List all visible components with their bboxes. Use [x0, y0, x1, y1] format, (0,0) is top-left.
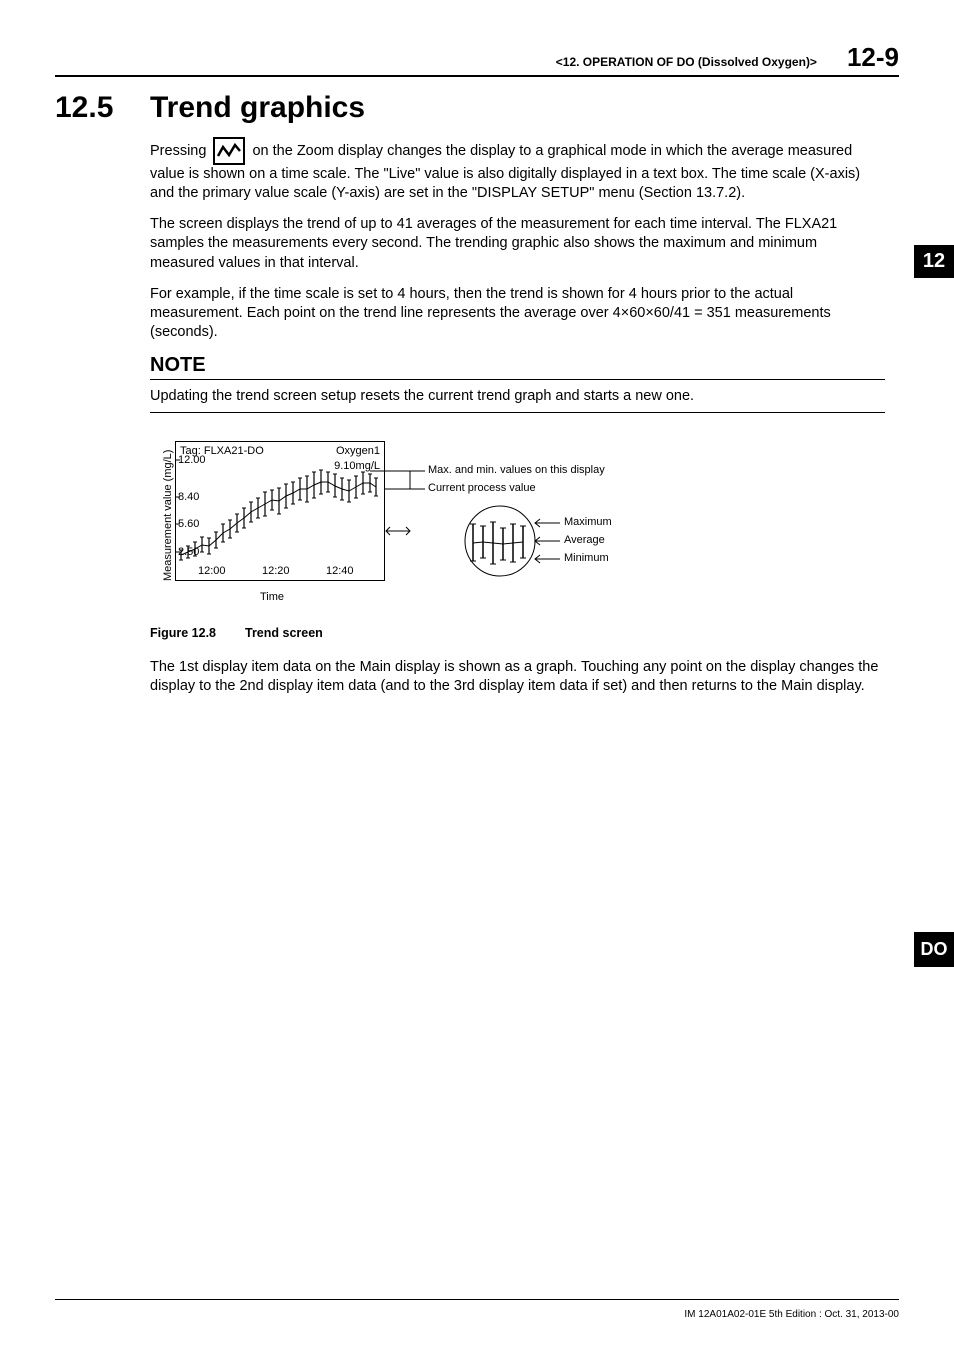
note-heading: NOTE: [150, 354, 885, 380]
side-tab-chapter: 12: [914, 245, 954, 278]
paragraph-4: The 1st display item data on the Main di…: [150, 658, 885, 696]
trend-chart-svg: [176, 442, 386, 582]
section-title: 12.5Trend graphics: [55, 91, 899, 125]
section-number: 12.5: [55, 91, 150, 125]
p1-text-a: Pressing: [150, 143, 210, 159]
x-axis-label: Time: [260, 591, 284, 603]
annot-max: Maximum: [564, 516, 612, 528]
footer-rule: [55, 1299, 899, 1300]
figure-caption-num: Figure 12.8: [150, 626, 245, 640]
side-tab-do: DO: [914, 932, 954, 967]
trend-screen-box: Tag: FLXA21-DO Oxygen1 9.10mg/L 12.008.4…: [175, 441, 385, 581]
p1-text-b: on the Zoom display changes the display …: [150, 143, 860, 201]
xtick: 12:20: [262, 565, 290, 577]
xtick: 12:40: [326, 565, 354, 577]
figure-caption: Figure 12.8Trend screen: [150, 626, 885, 640]
page-number: 12-9: [847, 42, 899, 73]
ytick: 8.40: [178, 491, 199, 503]
ytick: 12.00: [178, 454, 206, 466]
paragraph-1: Pressing on the Zoom display changes the…: [150, 137, 885, 203]
section-title-text: Trend graphics: [150, 91, 365, 124]
zoom-detail-svg: [465, 506, 535, 576]
ytick: 5.60: [178, 518, 199, 530]
header-chapter-label: <12. OPERATION OF DO (Dissolved Oxygen)>: [556, 55, 817, 69]
annot-maxmin: Max. and min. values on this display: [428, 464, 605, 476]
annot-avg: Average: [564, 534, 605, 546]
figure-trend-screen: Measurement value (mg/L) Tag: FLXA21-DO …: [150, 441, 885, 616]
page-header: <12. OPERATION OF DO (Dissolved Oxygen)>…: [55, 42, 899, 77]
paragraph-3: For example, if the time scale is set to…: [150, 285, 885, 342]
xtick: 12:00: [198, 565, 226, 577]
note-body: Updating the trend screen setup resets t…: [150, 388, 885, 413]
ytick: 2.50: [178, 546, 199, 558]
annot-current: Current process value: [428, 482, 536, 494]
trend-icon: [213, 137, 245, 165]
annot-min: Minimum: [564, 552, 609, 564]
paragraph-2: The screen displays the trend of up to 4…: [150, 215, 885, 272]
figure-caption-text: Trend screen: [245, 626, 323, 640]
y-axis-label: Measurement value (mg/L): [162, 450, 174, 581]
footer-text: IM 12A01A02-01E 5th Edition : Oct. 31, 2…: [684, 1309, 899, 1320]
